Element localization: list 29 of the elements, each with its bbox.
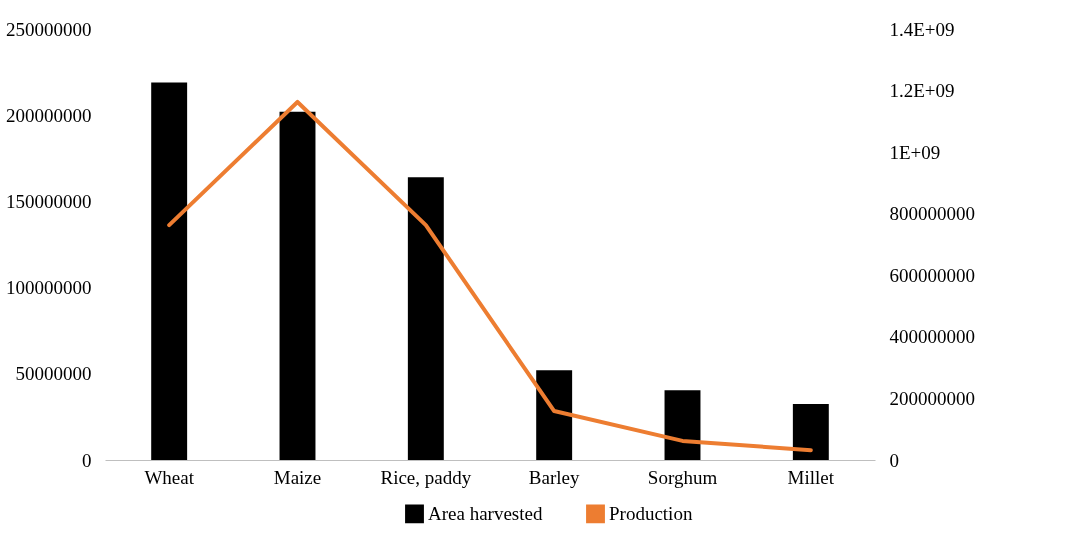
bar [792,403,829,460]
y2-tick-label: 800000000 [889,203,975,225]
x-tick-label: Sorghum [647,466,718,488]
y2-tick-label: 400000000 [889,326,975,348]
y2-tick-label: 200000000 [889,387,975,409]
y-tick-label: 200000000 [6,104,92,126]
y2-tick-label: 1.2E+09 [889,80,955,102]
line-series [167,99,813,453]
x-tick-label: Millet [787,466,835,488]
x-tick-label: Maize [273,466,322,488]
y2-tick-label: 1.4E+09 [889,18,955,40]
y-tick-label: 50000000 [15,363,92,385]
legend-label: Production [609,502,693,524]
x-tick-label: Rice, paddy [380,466,472,488]
bar [279,111,316,460]
y2-tick-label: 1E+09 [889,141,941,163]
legend-label: Area harvested [428,502,543,524]
bar [536,370,573,460]
y-tick-label: 150000000 [6,190,92,212]
y-tick-label: 0 [82,449,92,471]
y-tick-label: 100000000 [6,277,92,299]
y2-tick-label: 600000000 [889,264,975,286]
bar [407,177,444,460]
bar [151,82,188,460]
bar [664,390,701,460]
x-tick-label: Barley [528,466,580,488]
y-tick-label: 250000000 [6,18,92,40]
y2-tick-label: 0 [889,449,899,471]
x-tick-label: Wheat [144,466,195,488]
